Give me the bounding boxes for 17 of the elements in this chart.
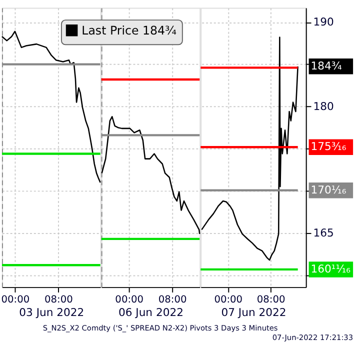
x-axis-title: 03 Jun 2022 <box>19 306 84 320</box>
x-tick-label: 08:00 <box>44 294 73 306</box>
x-tick-label: 00:00 <box>214 294 243 306</box>
annotation: 175³⁄₁₆ <box>310 140 346 154</box>
annotation: 184³⁄₄ <box>310 59 342 72</box>
x-tick-label: 08:00 <box>158 294 187 306</box>
y-tick-label: 190 <box>313 16 334 29</box>
y-tick-label: 165 <box>313 226 334 240</box>
y-tick-label: 180 <box>313 100 334 113</box>
legend-label: Last Price 184³⁄₄ <box>82 23 177 38</box>
annotation: 160¹¹⁄₁₆ <box>310 262 350 276</box>
x-tick-label: 08:00 <box>256 294 286 306</box>
x-axis-title: 06 Jun 2022 <box>118 306 184 320</box>
annotation: 170¹⁄₁₆ <box>310 183 346 196</box>
x-tick-label: 00:00 <box>1 294 30 306</box>
x-axis-title: 07 Jun 2022 <box>221 306 286 320</box>
x-tick-label: 00:00 <box>115 294 144 306</box>
